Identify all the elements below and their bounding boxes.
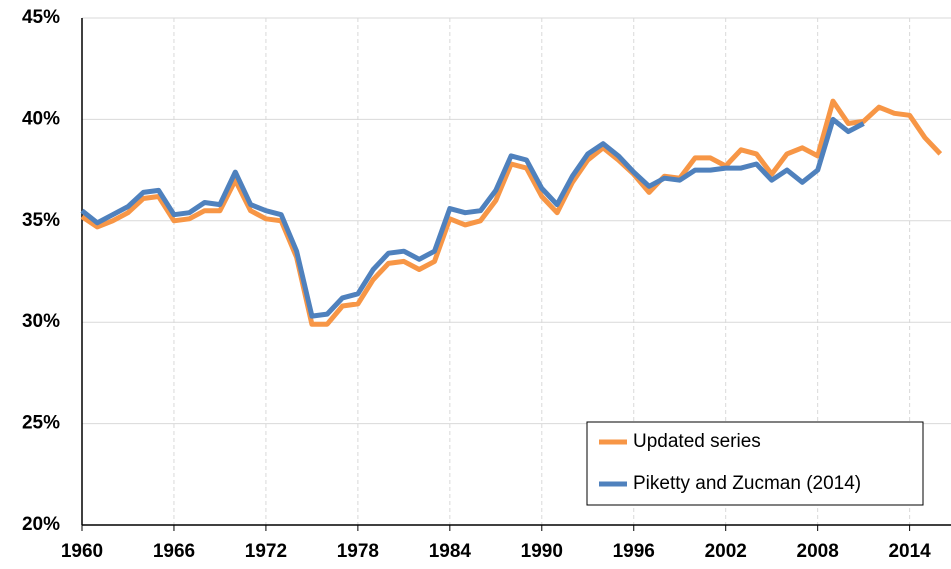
legend: Updated series Piketty and Zucman (2014) <box>586 421 924 506</box>
x-tick-label: 1978 <box>337 541 379 562</box>
line-series <box>80 98 943 327</box>
y-tick-label: 20% <box>22 514 60 535</box>
x-tick-label: 1984 <box>429 541 472 562</box>
x-tick-label: 1996 <box>613 541 655 562</box>
x-tick-label: 1966 <box>153 541 195 562</box>
line-series <box>80 116 865 319</box>
y-tick-label: 30% <box>22 311 60 332</box>
y-tick-label: 25% <box>22 413 60 434</box>
legend-box <box>586 421 924 506</box>
y-tick-label: 45% <box>22 7 60 28</box>
legend-label: Piketty and Zucman (2014) <box>633 473 861 494</box>
x-tick-label: 1990 <box>521 541 563 562</box>
x-tick-label: 1972 <box>245 541 287 562</box>
x-tick-label: 1960 <box>61 541 103 562</box>
y-tick-label: 35% <box>22 210 60 231</box>
y-tick-label: 40% <box>22 108 60 129</box>
x-tick-label: 2008 <box>797 541 839 562</box>
legend-label: Updated series <box>633 431 761 452</box>
x-tick-label: 2002 <box>705 541 747 562</box>
x-tick-label: 2014 <box>888 541 931 562</box>
